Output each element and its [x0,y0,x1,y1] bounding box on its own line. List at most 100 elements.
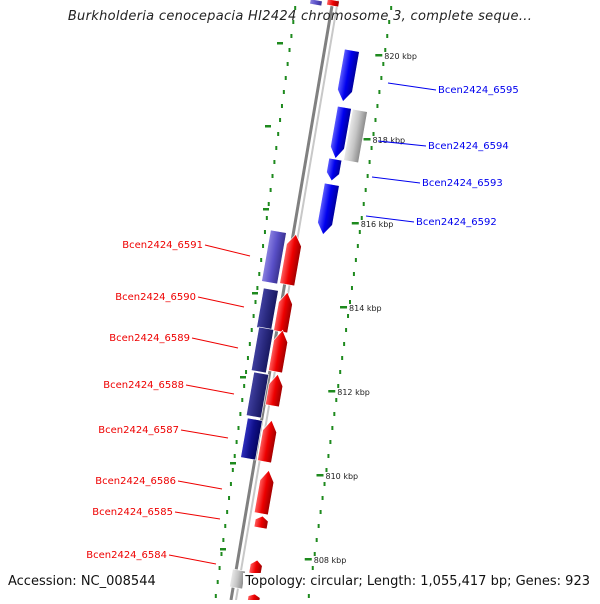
forward-gene-arrow [326,157,343,182]
inner-dot-ring [267,202,270,206]
inner-dot-ring [282,90,285,94]
reverse-gene-arrow [257,419,277,464]
inner-dot-ring [222,538,225,542]
inner-dot-ring [254,300,257,304]
inner-dot-ring [245,370,248,374]
inner-dot-ring [228,496,231,500]
outer-dot-ring [325,468,328,472]
outer-dot-ring [380,76,383,80]
outer-dot-ring [341,356,344,360]
ruler-tick [375,54,383,57]
ruler-tick [304,558,312,561]
outer-dot-ring [345,328,348,332]
outer-dot-ring [362,202,365,206]
outer-dot-ring [370,146,373,150]
outer-dot-ring [384,48,387,52]
blast-hit-bar [240,417,263,461]
outer-dot-ring [327,454,330,458]
reverse-gene-label: Bcen2424_6589 [109,333,190,344]
inner-ring-tick [263,208,269,211]
outer-dot-ring [335,398,338,402]
inner-dot-ring [214,594,217,598]
inner-dot-ring [237,426,240,430]
inner-ring-tick [277,42,283,45]
outer-dot-ring [333,412,336,416]
blast-hit-bar [261,229,287,285]
inner-dot-ring [275,146,278,150]
reverse-gene-arrow [247,593,261,604]
reverse-gene-arrow [253,515,269,530]
outer-dot-ring [356,244,359,248]
inner-dot-ring [241,398,244,402]
inner-dot-ring [229,482,232,486]
outer-dot-ring [317,524,320,528]
inner-ring-tick [240,376,246,379]
reverse-gene-leader-line [174,511,221,520]
outer-dot-ring [354,258,357,262]
inner-dot-ring [233,454,236,458]
outer-dot-ring [323,482,326,486]
inner-dot-ring [279,118,282,122]
outer-dot-ring [339,370,342,374]
outer-dot-ring [378,90,381,94]
blast-hit-bar [250,326,275,374]
inner-dot-ring [250,328,253,332]
forward-gene-label: Bcen2424_6595 [438,85,519,96]
inner-dot-ring [252,314,255,318]
outer-dot-ring [319,510,322,514]
outer-dot-ring [374,118,377,122]
ruler-label: 820 kbp [384,52,417,61]
outer-dot-ring [376,104,379,108]
inner-dot-ring [271,174,274,178]
reverse-gene-arrow [279,233,302,287]
sequence-title: Burkholderia cenocepacia HI2424 chromoso… [67,9,533,24]
topology-label: Topology: circular; Length: 1,055,417 bp… [243,573,592,590]
blast-hit-bar [245,371,270,419]
inner-dot-ring [280,104,283,108]
partial-feature [309,0,323,7]
inner-dot-ring [263,230,266,234]
inner-dot-ring [277,132,280,136]
reverse-gene-leader-line [185,384,235,395]
forward-gene-leader-line [377,140,427,147]
inner-dot-ring [239,412,242,416]
ruler-label: 812 kbp [337,388,370,397]
outer-dot-ring [321,496,324,500]
inner-dot-ring [231,468,234,472]
inner-ring-tick [220,548,226,551]
inner-dot-ring [286,62,289,66]
outer-dot-ring [386,34,389,38]
reverse-gene-arrow [273,291,293,334]
forward-gene-leader-line [365,215,415,223]
reverse-gene-leader-line [177,480,223,490]
outer-dot-ring [388,20,391,24]
accession-label: Accession: NC_008544 [6,573,158,590]
outer-dot-ring [368,160,371,164]
partial-feature [326,0,340,8]
outer-dot-ring [313,552,316,556]
ruler-tick [363,138,371,141]
inner-dot-ring [226,510,229,514]
forward-gene-leader-line [387,82,437,91]
outer-dot-ring [382,62,385,66]
ruler-tick [328,390,336,393]
forward-gene-arrow [330,105,352,160]
outer-dot-ring [347,314,350,318]
ruler-tick [351,222,359,225]
inner-ring-tick [230,462,236,465]
ruler-label: 816 kbp [361,220,394,229]
outer-dot-ring [307,594,310,598]
reverse-gene-arrow [268,329,288,374]
outer-dot-ring [372,132,375,136]
outer-dot-ring [343,342,346,346]
outer-dot-ring [315,538,318,542]
outer-dot-ring [329,440,332,444]
outer-dot-ring [360,216,363,220]
forward-gene-arrow [337,48,360,103]
forward-gene-leader-line [371,176,421,184]
reverse-gene-label: Bcen2424_6591 [122,240,203,251]
outer-dot-ring [366,174,369,178]
outer-dot-ring [349,300,351,304]
